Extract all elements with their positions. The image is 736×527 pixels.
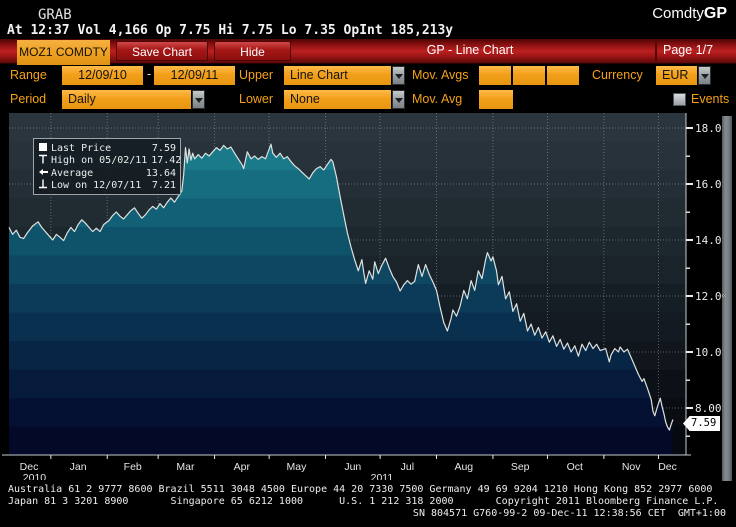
- x-year-label: 2011: [371, 472, 394, 480]
- y-minor-tick: [686, 267, 690, 269]
- mov-avg-input[interactable]: [479, 90, 513, 109]
- chart-scrollbar[interactable]: [722, 116, 732, 481]
- comdty-label: Comdty: [652, 5, 704, 22]
- mov-avg-input-3[interactable]: [547, 66, 579, 85]
- price-line: [8, 143, 674, 431]
- events-label: Events: [691, 92, 730, 106]
- y-minor-tick: [686, 323, 690, 325]
- y-minor-tick: [686, 211, 690, 213]
- chart-legend: Last Price 7.59 High on 05/02/11 17.42 A…: [33, 138, 181, 195]
- page-separator: [655, 40, 657, 62]
- mov-avg-input-2[interactable]: [513, 66, 545, 85]
- x-month-label: Aug: [454, 461, 473, 473]
- period-label: Period: [10, 92, 47, 106]
- legend-row-last-price: Last Price 7.59: [38, 142, 176, 155]
- y-axis-label: 12.00: [695, 290, 728, 303]
- y-major-tick: [686, 183, 693, 185]
- legend-label: Average: [51, 167, 94, 179]
- y-axis-label: 18.00: [695, 122, 728, 135]
- x-month-label: Jan: [70, 461, 87, 473]
- x-month-label: Feb: [124, 461, 142, 473]
- security-ticker-box[interactable]: MOZ1 COMDTY: [17, 40, 110, 65]
- legend-row-high: High on 05/02/11 17.42: [38, 154, 181, 168]
- x-month-label: Apr: [234, 461, 251, 473]
- currency-select-arrow-icon[interactable]: [698, 66, 711, 85]
- x-month-label: Dec: [658, 461, 677, 473]
- last-price-square-icon: [38, 142, 51, 155]
- range-dash: -: [147, 67, 152, 81]
- legend-value: 7.59: [151, 142, 176, 154]
- price-area-fill: [9, 144, 673, 455]
- last-price-tag: 7.59: [683, 416, 720, 431]
- legend-row-average: Average 13.64: [38, 167, 176, 180]
- low-marker-icon: [38, 179, 51, 192]
- y-minor-tick: [686, 435, 690, 437]
- y-minor-tick: [686, 379, 690, 381]
- function-mnemonic: ComdtyGP: [652, 5, 727, 23]
- x-month-label: May: [287, 461, 308, 473]
- x-month-label: Oct: [567, 461, 583, 473]
- x-month-label: Dec: [20, 461, 39, 473]
- lower-label: Lower: [239, 92, 274, 106]
- y-major-tick: [686, 351, 693, 353]
- high-marker-icon: [38, 154, 51, 167]
- x-month-label: Mar: [176, 461, 195, 473]
- legend-row-low: Low on 12/07/11 7.21: [38, 179, 176, 193]
- mov-avgs-label: Mov. Avgs: [412, 68, 469, 82]
- period-select-arrow-icon[interactable]: [192, 90, 205, 109]
- period-select[interactable]: Daily: [62, 90, 191, 109]
- y-axis-label: 14.00: [695, 234, 728, 247]
- legend-label: Low on 12/07/11: [51, 180, 142, 192]
- upper-chart-select[interactable]: Line Chart: [284, 66, 391, 85]
- y-axis-label: 10.00: [695, 346, 728, 359]
- footer-session-line: SN 804571 G760-99-2 09-Dec-11 12:38:56 C…: [412, 508, 726, 519]
- upper-label: Upper: [239, 68, 274, 82]
- hide-button[interactable]: Hide: [214, 41, 291, 61]
- legend-label: Last Price: [51, 142, 112, 154]
- y-axis-label: 8.00: [695, 402, 722, 415]
- x-month-label: Jul: [401, 461, 414, 473]
- mov-avg-label: Mov. Avg: [412, 92, 463, 106]
- x-month-label: Jun: [344, 461, 361, 473]
- y-major-tick: [686, 239, 693, 241]
- x-month-label: Nov: [622, 461, 641, 473]
- quote-line: At 12:37 Vol 4,166 Op 7.75 Hi 7.75 Lo 7.…: [7, 23, 454, 38]
- page-title: GP - Line Chart: [426, 43, 514, 57]
- footer-contact-line-1: Australia 61 2 9777 8600 Brazil 5511 304…: [8, 484, 713, 495]
- currency-label: Currency: [592, 68, 643, 82]
- currency-select[interactable]: EUR: [656, 66, 697, 85]
- range-start-input[interactable]: 12/09/10: [62, 66, 143, 85]
- lower-select-arrow-icon[interactable]: [392, 90, 405, 109]
- y-major-tick: [686, 127, 693, 129]
- save-chart-button[interactable]: Save Chart: [116, 41, 208, 61]
- upper-select-arrow-icon[interactable]: [392, 66, 405, 85]
- legend-value: 13.64: [145, 167, 176, 179]
- x-year-label: 2010: [23, 472, 47, 480]
- average-marker-icon: [38, 167, 51, 180]
- footer-contact-line-2: Japan 81 3 3201 8900 Singapore 65 6212 1…: [8, 496, 719, 507]
- scrollbar-chevron-icon[interactable]: «: [721, 289, 728, 302]
- gp-code: GP: [703, 5, 727, 22]
- page-indicator[interactable]: Page 1/7: [663, 43, 714, 57]
- y-minor-tick: [686, 155, 690, 157]
- y-major-tick: [686, 295, 693, 297]
- x-month-label: Sep: [511, 461, 530, 473]
- range-end-input[interactable]: 12/09/11: [154, 66, 235, 85]
- lower-chart-select[interactable]: None: [284, 90, 391, 109]
- legend-label: High on 05/02/11: [51, 155, 148, 167]
- range-label: Range: [10, 68, 47, 82]
- legend-value: 7.21: [151, 180, 176, 192]
- legend-value: 17.42: [151, 155, 182, 167]
- y-axis-label: 16.00: [695, 178, 728, 191]
- grab-label: GRAB: [38, 7, 72, 23]
- mov-avg-input-1[interactable]: [479, 66, 511, 85]
- y-major-tick: [686, 407, 693, 409]
- events-checkbox[interactable]: [673, 93, 686, 106]
